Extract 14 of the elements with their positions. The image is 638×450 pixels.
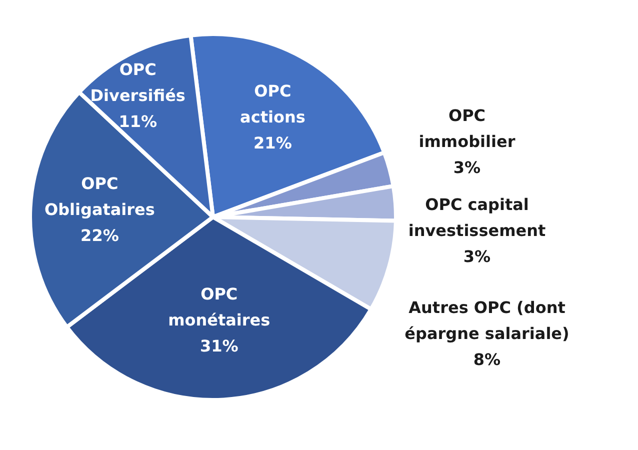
data-label: 21% [254, 134, 292, 153]
slice-label: OPC monétaires [168, 284, 270, 330]
data-label: 8% [473, 350, 501, 370]
data-label: 3% [453, 158, 481, 178]
data-label: 22% [80, 226, 119, 246]
slice-label: OPC capital investissement [408, 195, 546, 240]
data-label: 11% [118, 112, 158, 132]
data-label: 3% [463, 247, 491, 266]
slice-label: OPC immobilier [418, 106, 516, 152]
slice-label: OPC actions [240, 82, 306, 127]
slice-label: Autres OPC (dont épargne salariale) [404, 298, 570, 344]
slice-label: OPC Diversifiés [90, 60, 186, 106]
data-label: 31% [200, 336, 238, 356]
slice-label: OPC Obligataires [44, 174, 155, 220]
